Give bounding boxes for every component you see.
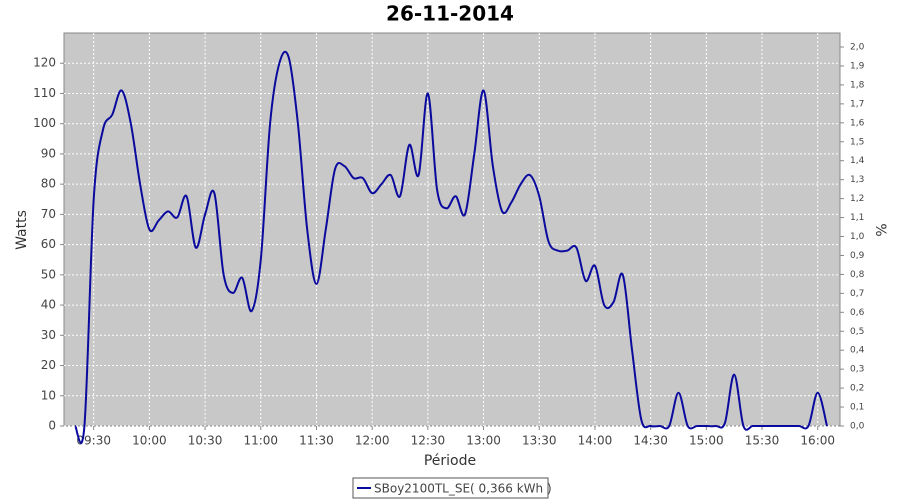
x-tick-label: 11:30: [299, 434, 334, 448]
y-tick-label: 50: [41, 267, 56, 281]
y2-tick-label: 1,5: [850, 137, 864, 147]
chart-title: 26-11-2014: [386, 2, 514, 26]
x-tick-label: 10:30: [188, 434, 223, 448]
y2-tick-label: 1,9: [850, 61, 865, 71]
y-tick-label: 30: [41, 328, 56, 342]
x-tick-label: 12:30: [411, 434, 446, 448]
y2-tick-label: 1,2: [850, 194, 864, 204]
legend-label: SBoy2100TL_SE( 0,366 kWh ): [374, 482, 552, 496]
x-tick-label: 16:00: [800, 434, 835, 448]
y-tick-label: 90: [41, 146, 56, 160]
y2-tick-label: 1,4: [850, 156, 865, 166]
x-tick-label: 14:00: [578, 434, 613, 448]
series-line: [74, 50, 828, 444]
y-tick-label: 110: [33, 86, 56, 100]
y2-tick-label: 0,8: [850, 270, 865, 280]
plot-area: [63, 32, 841, 427]
y-tick-label: 10: [41, 388, 56, 402]
y-tick-label: 100: [33, 116, 56, 130]
y-tick-label: 20: [41, 358, 56, 372]
y-tick-label: 0: [48, 419, 56, 433]
y-axis-label: Watts: [14, 210, 30, 250]
x-tick-label: 15:30: [745, 434, 780, 448]
y2-tick-label: 0,7: [850, 289, 864, 299]
x-tick-label: 09:30: [76, 434, 111, 448]
y-tick-label: 80: [41, 177, 56, 191]
x-tick-label: 11:00: [243, 434, 278, 448]
x-tick-label: 14:30: [633, 434, 668, 448]
y-tick-label: 70: [41, 207, 56, 221]
y-tick-label: 60: [41, 237, 56, 251]
y2-tick-label: 1,3: [850, 175, 864, 185]
y2-tick-label: 0,0: [850, 422, 865, 432]
y2-tick-label: 0,5: [850, 327, 864, 337]
y2-tick-label: 0,1: [850, 403, 864, 413]
y2-tick-label: 0,9: [850, 251, 865, 261]
y2-tick-label: 1,6: [850, 118, 865, 128]
x-tick-label: 10:00: [132, 434, 167, 448]
x-tick-label: 15:00: [689, 434, 724, 448]
y2-tick-label: 0,6: [850, 308, 865, 318]
x-tick-label: 13:30: [522, 434, 557, 448]
y2-tick-label: 0,3: [850, 365, 864, 375]
y2-tick-label: 1,1: [850, 213, 864, 223]
y-tick-label: 40: [41, 298, 56, 312]
x-tick-label: 12:00: [355, 434, 390, 448]
y-tick-label: 120: [33, 56, 56, 70]
y2-tick-label: 1,0: [850, 232, 865, 242]
y2-tick-label: 1,7: [850, 99, 864, 109]
y2-tick-label: 0,4: [850, 346, 865, 356]
y2-tick-label: 0,2: [850, 384, 864, 394]
y2-axis-label: %: [872, 223, 888, 236]
x-tick-label: 13:00: [466, 434, 501, 448]
y2-tick-label: 1,8: [850, 80, 865, 90]
x-axis-label: Période: [424, 453, 476, 469]
y2-tick-label: 2,0: [850, 43, 865, 53]
legend: [352, 477, 549, 499]
